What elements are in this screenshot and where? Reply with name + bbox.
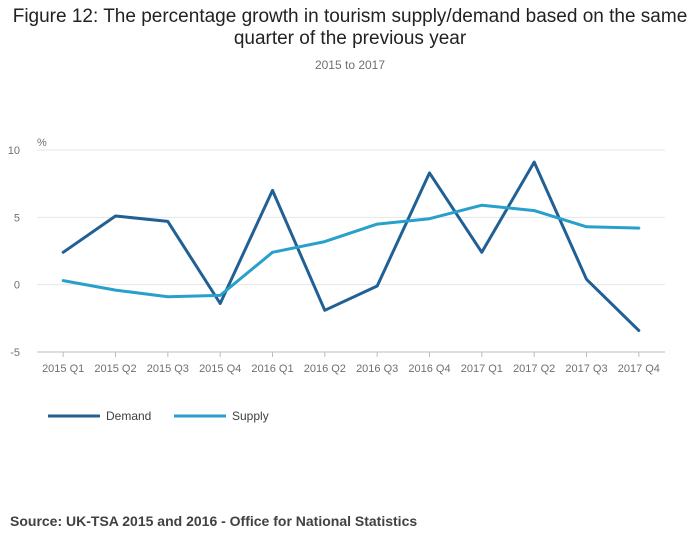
y-tick-label: 10	[8, 145, 20, 157]
y-axis-unit-label: %	[37, 137, 47, 149]
x-tick-label: 2015 Q3	[147, 363, 189, 375]
legend: Demand Supply	[48, 409, 269, 423]
y-tick-label: 5	[14, 212, 20, 224]
series-lines	[61, 160, 641, 332]
chart-subtitle: 2015 to 2017	[314, 58, 386, 72]
x-tick-label: 2016 Q4	[408, 363, 450, 375]
legend-label-supply: Supply	[232, 409, 269, 423]
x-tick-label: 2017 Q2	[513, 363, 555, 375]
x-tick-label: 2015 Q2	[94, 363, 136, 375]
gridlines	[37, 149, 665, 353]
x-tick-label: 2016 Q1	[251, 363, 293, 375]
x-tick-label: 2015 Q1	[42, 363, 84, 375]
x-tick-label: 2016 Q3	[356, 363, 398, 375]
axes: -5 0 5 10% 2015 Q1 2015 Q2 2015 Q3 2015 Q4 2016 …	[8, 137, 660, 375]
y-tick-label: 0	[14, 280, 20, 292]
x-tick-label: 2015 Q4	[199, 363, 241, 375]
legend-label-demand: Demand	[106, 409, 151, 423]
series-line-demand	[61, 160, 641, 332]
series-line-supply	[61, 203, 641, 299]
source-note: Source: UK-TSA 2015 and 2016 - Office fo…	[10, 513, 418, 529]
x-tick-label: 2017 Q3	[565, 363, 607, 375]
x-tick-label: 2017 Q4	[618, 363, 660, 375]
x-tick-label: 2017 Q1	[461, 363, 503, 375]
y-tick-label: -5	[10, 347, 20, 359]
x-tick-label: 2016 Q2	[304, 363, 346, 375]
chart-title: Figure 12: The percentage growth in tour…	[12, 6, 688, 49]
